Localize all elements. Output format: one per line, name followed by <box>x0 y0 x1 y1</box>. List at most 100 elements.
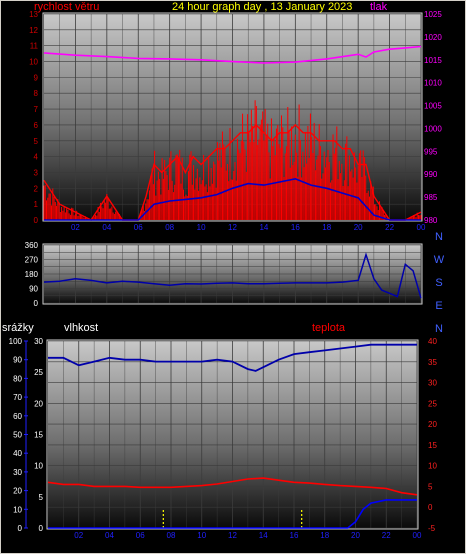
y-tick-label-pressure: 1025 <box>424 10 442 19</box>
y-tick-label-wind: 5 <box>34 137 39 146</box>
y-tick-label-rain: 90 <box>13 356 22 365</box>
humidity-label: vlhkost <box>64 322 98 334</box>
y-tick-label-pressure: 990 <box>424 170 438 179</box>
humidity-temperature-rain-chart: 02 04 06 08 10 12 14 16 18 20 22 000102030405060708… <box>9 337 438 540</box>
x-tick-label: 20 <box>351 531 360 540</box>
temperature-label: teplota <box>312 322 346 334</box>
y-tick-label-temperature: 30 <box>428 379 437 388</box>
plot-border <box>46 339 419 530</box>
y-tick-label-temperature: 20 <box>428 420 437 429</box>
y-tick-label-temperature: 10 <box>428 462 437 471</box>
y-tick-label-wind: 4 <box>34 153 39 162</box>
y-tick-label-wind: 0 <box>34 216 39 225</box>
y-tick-label-pressure: 985 <box>424 193 438 202</box>
y-tick-label-temperature: 35 <box>428 358 437 367</box>
plot-border <box>42 12 423 222</box>
x-tick-label: 00 <box>413 531 422 540</box>
x-tick-label: 14 <box>259 531 268 540</box>
graph-title: 24 hour graph day , 13 January 2023 <box>172 1 352 13</box>
y-tick-label-wind: 13 <box>29 10 38 19</box>
x-tick-label: 10 <box>197 531 206 540</box>
rain-line <box>48 499 417 529</box>
y-tick-label-rain: 60 <box>13 412 22 421</box>
compass-label: E <box>435 300 442 312</box>
y-tick-label-wind: 1 <box>34 200 39 209</box>
y-tick-label-direction: 0 <box>34 299 39 308</box>
y-tick-label-wind: 12 <box>29 26 38 35</box>
y-tick-label-direction: 360 <box>25 241 39 250</box>
y-tick-label-humidity: 15 <box>34 431 43 440</box>
x-tick-label: 22 <box>385 223 394 232</box>
x-tick-label: 22 <box>382 531 391 540</box>
y-tick-label-humidity: 30 <box>34 337 43 346</box>
y-tick-label-wind: 6 <box>34 121 39 130</box>
rain-label: srážky <box>2 322 34 334</box>
y-tick-label-pressure: 1010 <box>424 79 442 88</box>
x-tick-label: 06 <box>136 531 145 540</box>
y-tick-label-temperature: -5 <box>428 524 436 533</box>
x-tick-label: 08 <box>165 223 174 232</box>
x-tick-label: 18 <box>320 531 329 540</box>
y-tick-label-temperature: 0 <box>428 503 433 512</box>
pressure-label: tlak <box>370 1 388 13</box>
x-tick-label: 02 <box>71 223 80 232</box>
y-tick-label-rain: 100 <box>9 337 23 346</box>
x-tick-label: 16 <box>291 223 300 232</box>
pressure-line <box>43 45 422 64</box>
compass-label: W <box>434 254 445 266</box>
x-tick-label: 12 <box>228 531 237 540</box>
y-tick-label-rain: 70 <box>13 393 22 402</box>
plot-border <box>42 243 423 305</box>
compass-label: N <box>435 323 443 335</box>
x-tick-label: 00 <box>417 223 426 232</box>
y-tick-label-pressure: 1020 <box>424 33 442 42</box>
y-tick-label-rain: 0 <box>18 524 23 533</box>
y-tick-label-rain: 30 <box>13 468 22 477</box>
y-tick-label-rain: 80 <box>13 374 22 383</box>
y-tick-label-humidity: 25 <box>34 368 43 377</box>
y-tick-label-pressure: 1015 <box>424 56 442 65</box>
y-tick-label-rain: 50 <box>13 431 22 440</box>
x-tick-label: 14 <box>259 223 268 232</box>
y-tick-label-direction: 180 <box>25 270 39 279</box>
x-tick-label: 04 <box>102 223 111 232</box>
y-tick-label-wind: 3 <box>34 168 39 177</box>
compass-label: S <box>435 277 442 289</box>
y-tick-label-wind: 10 <box>29 58 38 67</box>
x-tick-label: 16 <box>290 531 299 540</box>
compass-label: N <box>435 231 443 243</box>
wind-direction-line <box>43 252 422 299</box>
y-tick-label-temperature: 15 <box>428 441 437 450</box>
y-tick-label-humidity: 5 <box>39 493 44 502</box>
y-tick-label-wind: 11 <box>30 42 39 51</box>
y-tick-label-humidity: 0 <box>39 524 44 533</box>
y-tick-label-humidity: 20 <box>34 399 43 408</box>
y-tick-label-rain: 10 <box>13 505 22 514</box>
y-tick-label-temperature: 25 <box>428 399 437 408</box>
y-tick-label-temperature: 40 <box>428 337 437 346</box>
y-tick-label-rain: 40 <box>13 449 22 458</box>
x-tick-label: 06 <box>134 223 143 232</box>
y-tick-label-pressure: 1000 <box>424 124 442 133</box>
y-tick-label-pressure: 995 <box>424 147 438 156</box>
x-tick-label: 12 <box>228 223 237 232</box>
wind-pressure-chart: 02 04 06 08 10 12 14 16 18 20 22 000123456789101112… <box>29 10 442 232</box>
x-tick-label: 10 <box>197 223 206 232</box>
y-tick-label-direction: 90 <box>29 285 38 294</box>
y-tick-label-rain: 20 <box>13 487 22 496</box>
temperature-line <box>47 477 418 496</box>
y-tick-label-temperature: 5 <box>428 482 433 491</box>
y-tick-label-wind: 2 <box>34 184 39 193</box>
x-tick-label: 18 <box>322 223 331 232</box>
y-tick-label-humidity: 10 <box>34 462 43 471</box>
wind-average-line <box>44 177 421 221</box>
humidity-line <box>48 343 417 372</box>
x-tick-label: 08 <box>167 531 176 540</box>
wind-speed-line <box>43 123 422 221</box>
y-tick-label-pressure: 1005 <box>424 102 442 111</box>
x-tick-label: 02 <box>74 531 83 540</box>
wind-speed-label: rychlost větru <box>34 1 99 13</box>
x-tick-label: 20 <box>354 223 363 232</box>
